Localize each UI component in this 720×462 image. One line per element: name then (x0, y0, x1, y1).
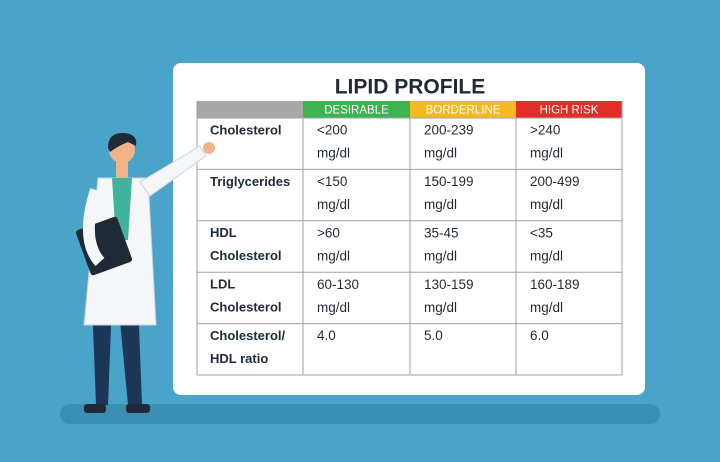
header-label: BORDERLINE (426, 105, 501, 117)
cell-value: <35 (530, 225, 553, 240)
cell-value: mg/dl (424, 300, 457, 315)
cell-value: mg/dl (530, 146, 563, 161)
row-label: Triglycerides (210, 174, 290, 189)
doctor (75, 132, 215, 413)
cell-value: 200-499 (530, 174, 580, 189)
cell-value: mg/dl (424, 248, 457, 263)
cell-value: mg/dl (424, 146, 457, 161)
header-label: DESIRABLE (324, 105, 389, 117)
cell-value: 150-199 (424, 174, 474, 189)
cell-value: mg/dl (530, 300, 563, 315)
cell-value: 6.0 (530, 328, 549, 343)
row-label: Cholesterol/ (210, 328, 286, 343)
floor-shadow (60, 404, 660, 424)
cell-value: 160-189 (530, 277, 580, 292)
cell-value: 4.0 (317, 328, 336, 343)
header-label: HIGH RISK (540, 105, 599, 117)
title: LIPID PROFILE (335, 76, 486, 99)
cell-value: mg/dl (317, 248, 350, 263)
cell-value: 60-130 (317, 277, 359, 292)
row-label: HDL ratio (210, 351, 268, 366)
cell-value: mg/dl (317, 197, 350, 212)
cell-value: >60 (317, 225, 340, 240)
row-label: Cholesterol (210, 122, 282, 137)
row-label: Cholesterol (210, 248, 282, 263)
row-label: LDL (210, 277, 235, 292)
board (173, 63, 645, 395)
cell-value: 200-239 (424, 123, 474, 138)
cell-value: mg/dl (530, 197, 563, 212)
header-cell (516, 101, 622, 118)
cell-value: >240 (530, 123, 560, 138)
header-blank (197, 101, 303, 118)
cell-value: mg/dl (317, 300, 350, 315)
cell-value: 130-159 (424, 277, 474, 292)
cell-value: 5.0 (424, 328, 443, 343)
table: DESIRABLE BORDERLINE HIGH RISK Cholesterol <… (196, 101, 623, 376)
cell-value: mg/dl (530, 248, 563, 263)
cell-value: mg/dl (317, 146, 350, 161)
cell-value: <150 (317, 174, 347, 189)
cell-value: <200 (317, 123, 347, 138)
header-cell (410, 101, 516, 118)
row-label: HDL (210, 225, 237, 240)
cell-value: 35-45 (424, 225, 459, 240)
header-cell (303, 101, 410, 118)
cell-value: mg/dl (424, 197, 457, 212)
row-label: Cholesterol (210, 300, 282, 315)
